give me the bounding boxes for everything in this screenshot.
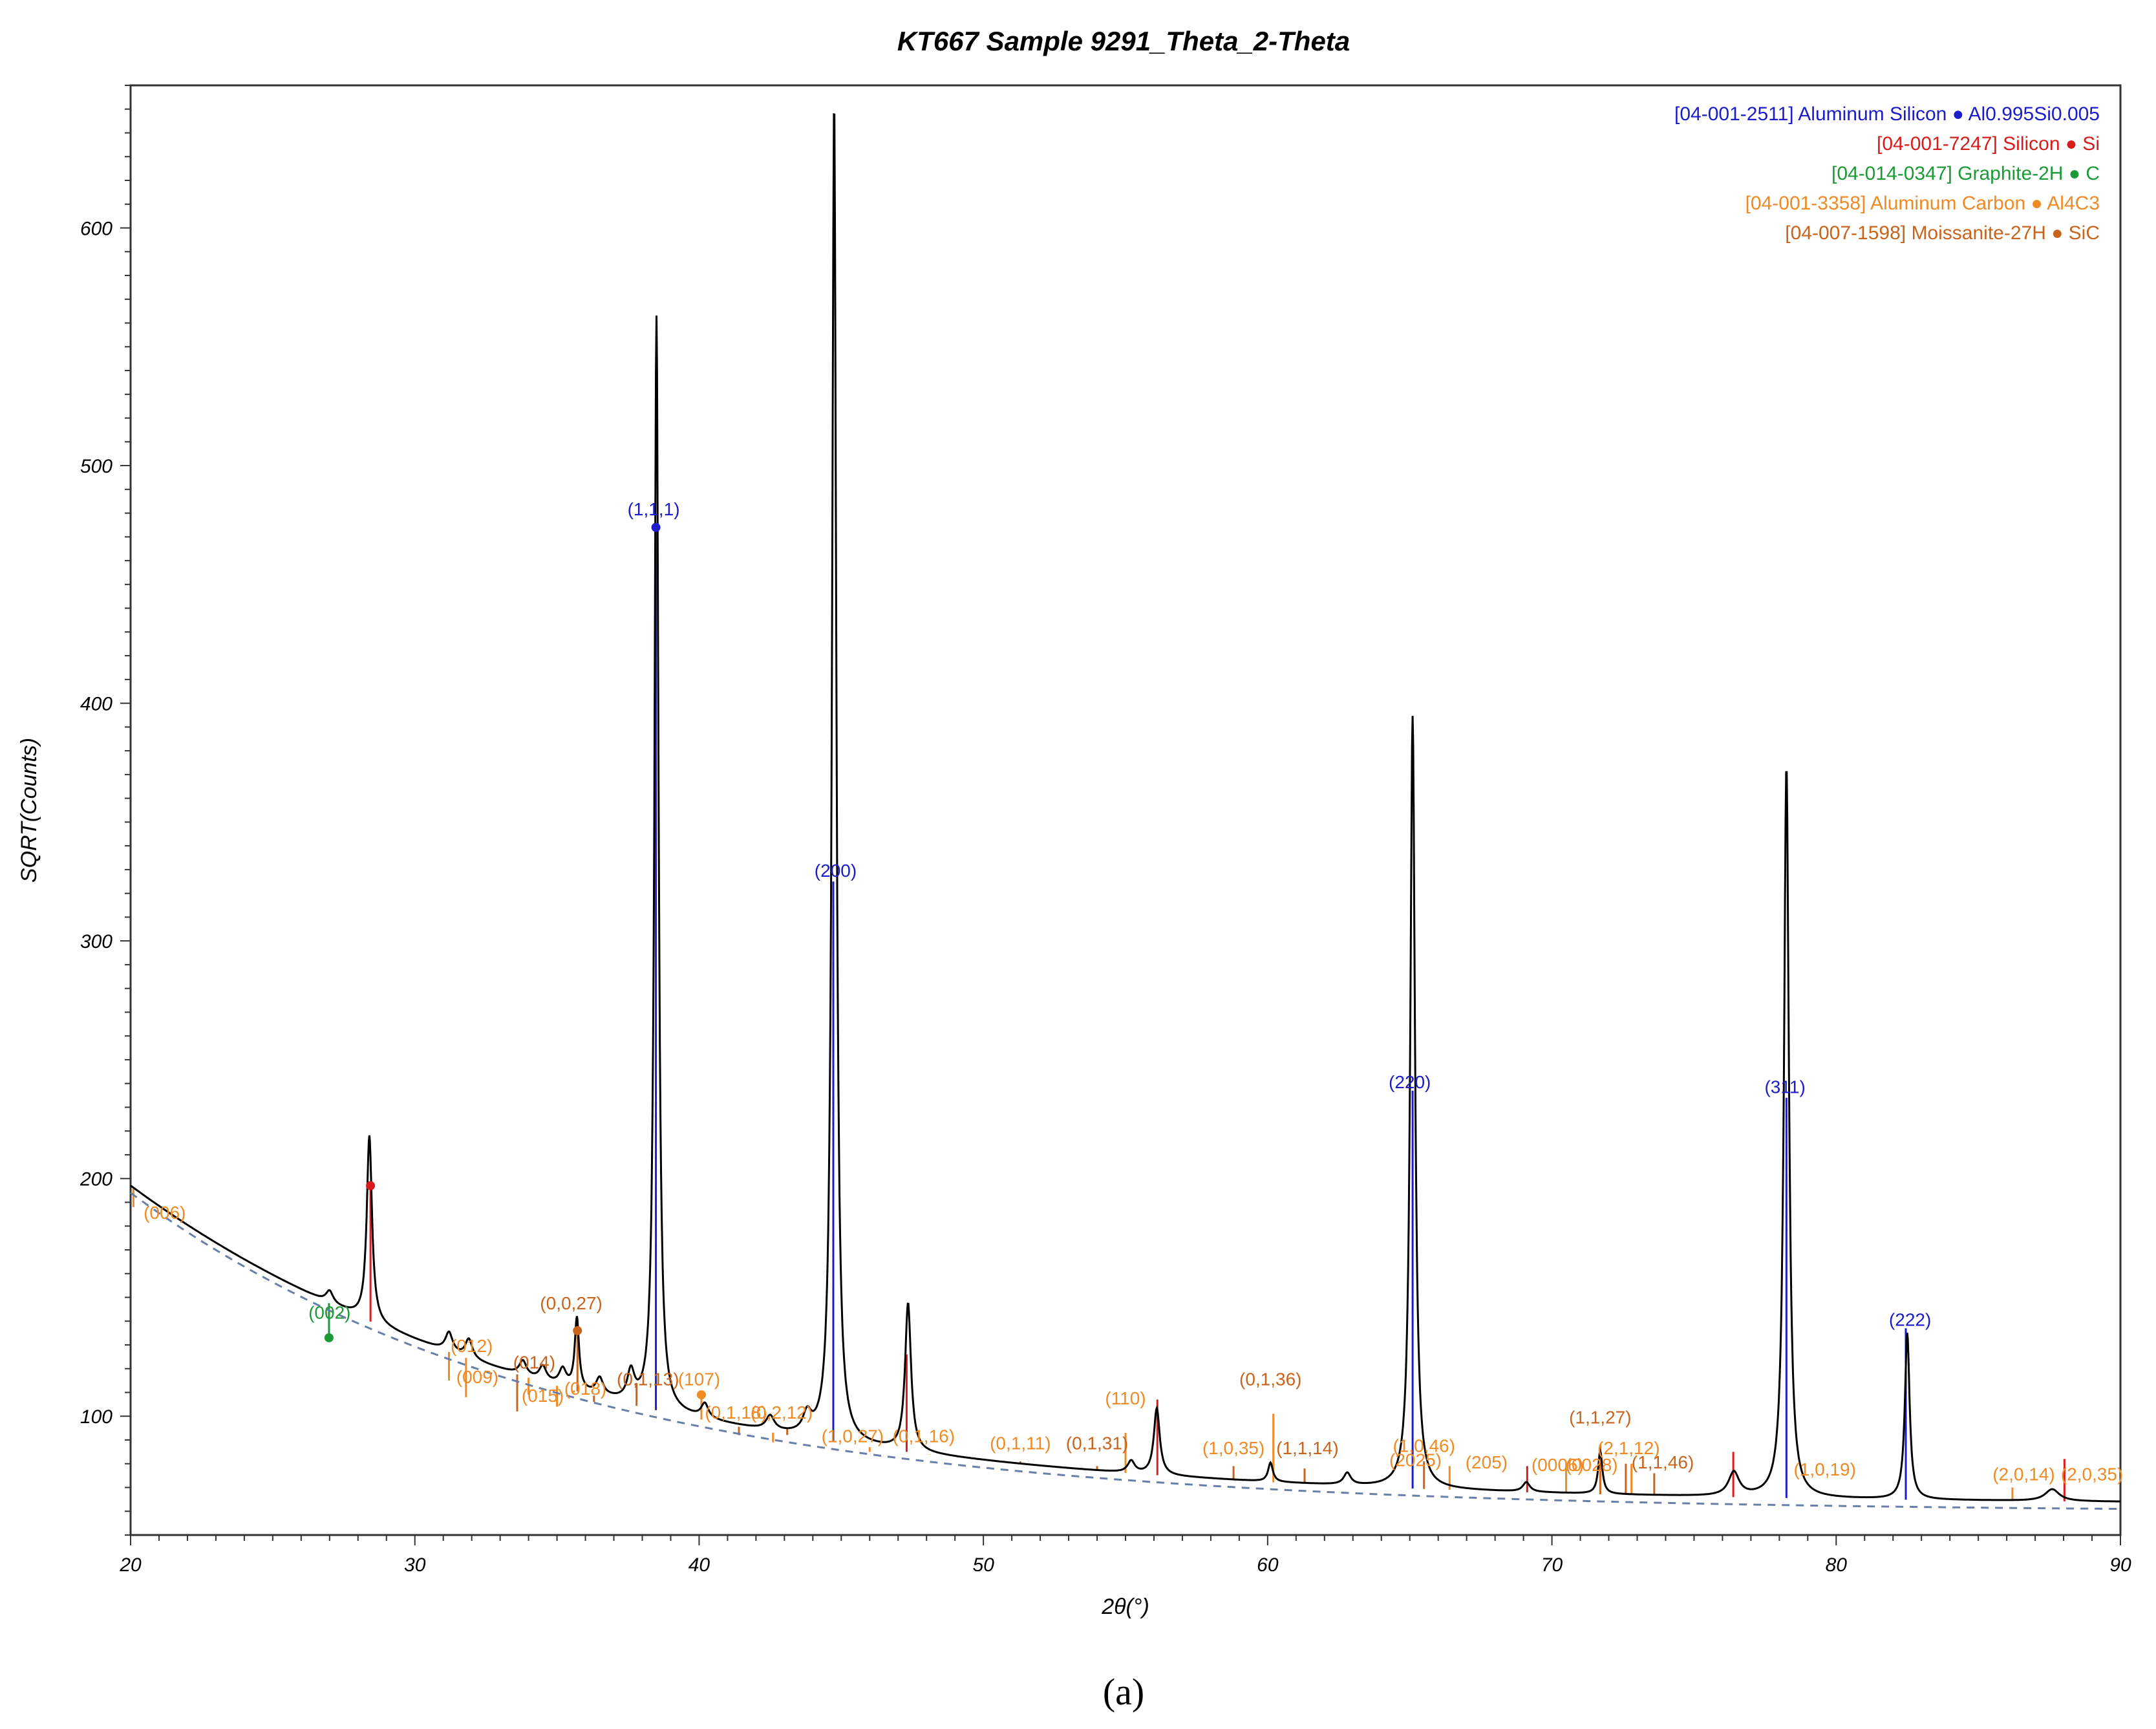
- peak-label: (006): [144, 1203, 186, 1223]
- peak-labels: (006)(002) (0,0,27)(012)(009)(014)(015) (0…: [144, 499, 2123, 1484]
- peak-label: (1,0,35): [1202, 1438, 1265, 1458]
- peak-label: (002): [308, 1303, 350, 1323]
- plot-area: (006)(002) (0,0,27)(012)(009)(014)(015) (0…: [129, 84, 2123, 1536]
- x-tick-label: 30: [404, 1554, 426, 1576]
- peak-label: (0006): [1532, 1455, 1584, 1475]
- peak-label: (1,1,14): [1276, 1438, 1339, 1458]
- y-tick-label: 400: [80, 694, 112, 715]
- peak-label: (2,0,35): [2061, 1464, 2124, 1484]
- peak-label: (014): [513, 1353, 555, 1373]
- reference-marker: [696, 1390, 706, 1400]
- peak-label: (018): [564, 1379, 606, 1399]
- x-tick-label: 20: [119, 1554, 142, 1576]
- x-tick-label: 70: [1541, 1554, 1563, 1576]
- x-tick-label: 80: [1826, 1554, 1848, 1576]
- peak-label: (2,1,12): [1597, 1438, 1660, 1458]
- y-axis: 100 200 300 400 500 600: [80, 85, 131, 1536]
- peak-label: (0,1,36): [1239, 1369, 1302, 1389]
- peak-label: (009): [456, 1367, 498, 1387]
- peak-label: (0,1,18): [705, 1402, 767, 1423]
- peak-label: (012): [451, 1336, 493, 1356]
- y-tick-label: 600: [80, 219, 112, 240]
- y-axis-label: SQRT(Counts): [17, 738, 41, 883]
- peak-label: (107): [678, 1369, 720, 1389]
- peak-label: (220): [1389, 1072, 1431, 1092]
- peak-label: (0028): [1566, 1455, 1618, 1475]
- y-tick-label: 100: [80, 1406, 112, 1428]
- x-tick-label: 90: [2109, 1554, 2131, 1576]
- reference-marker: [651, 522, 661, 532]
- figure-caption: (a): [1103, 1671, 1144, 1713]
- x-tick-label: 40: [688, 1554, 710, 1576]
- reference-markers: [324, 522, 706, 1400]
- peak-label: (200): [815, 861, 857, 881]
- background-curve: [130, 1192, 2121, 1510]
- legend: [04-001-2511] Aluminum Silicon ● Al0.995…: [1674, 103, 2100, 244]
- peak-label: (0,1,31): [1066, 1434, 1129, 1454]
- plot-frame: [129, 84, 2122, 1536]
- legend-entry: [04-001-3358] Aluminum Carbon ● Al4C3: [1745, 193, 2100, 214]
- peak-label: (110): [1105, 1388, 1146, 1408]
- legend-entry: [04-001-2511] Aluminum Silicon ● Al0.995…: [1674, 103, 2100, 125]
- peak-label: (0,2,12): [751, 1402, 813, 1423]
- chart-title: KT667 Sample 9291_Theta_2-Theta: [897, 26, 1350, 56]
- peak-label: (205): [1466, 1452, 1508, 1472]
- x-tick-label: 50: [972, 1554, 994, 1576]
- peak-label: (0,1,16): [893, 1426, 955, 1446]
- peak-label: (1,1,46): [1632, 1452, 1694, 1472]
- peak-label: (0,1,11): [990, 1434, 1051, 1454]
- x-axis-label: 2θ(°): [1101, 1595, 1149, 1619]
- reference-marker: [573, 1326, 582, 1335]
- reference-marker: [324, 1333, 334, 1342]
- peak-label: (0,0,27): [540, 1293, 603, 1313]
- peak-label: (1,1,1): [628, 499, 680, 519]
- y-tick-label: 200: [80, 1169, 112, 1190]
- peak-label: (222): [1889, 1310, 1931, 1330]
- peak-label: (2025): [1389, 1450, 1442, 1470]
- peak-label: (1,1,27): [1569, 1407, 1632, 1427]
- peak-label: (1,0,27): [822, 1426, 884, 1446]
- peak-label: (0,1,13): [617, 1369, 679, 1389]
- peak-label: (1,0,46): [1393, 1435, 1455, 1455]
- legend-entry: [04-001-7247] Silicon ● Si: [1877, 133, 2100, 155]
- x-axis: 20 30 40 50 60 70 80 90: [119, 1535, 2131, 1576]
- y-tick-label: 500: [80, 456, 112, 477]
- peak-label: (1,0,19): [1793, 1459, 1856, 1479]
- diffraction-curve: [130, 113, 2120, 1503]
- legend-entry: [04-014-0347] Graphite-2H ● C: [1831, 163, 2100, 184]
- x-tick-label: 60: [1257, 1554, 1279, 1576]
- reference-lines: [132, 527, 2065, 1501]
- peak-label: (015): [522, 1386, 564, 1406]
- peak-label: (2,0,14): [1992, 1464, 2055, 1484]
- peak-label: (311): [1764, 1077, 1805, 1097]
- y-tick-label: 300: [80, 931, 112, 952]
- reference-marker: [366, 1181, 376, 1190]
- legend-entry: [04-007-1598] Moissanite-27H ● SiC: [1785, 222, 2100, 244]
